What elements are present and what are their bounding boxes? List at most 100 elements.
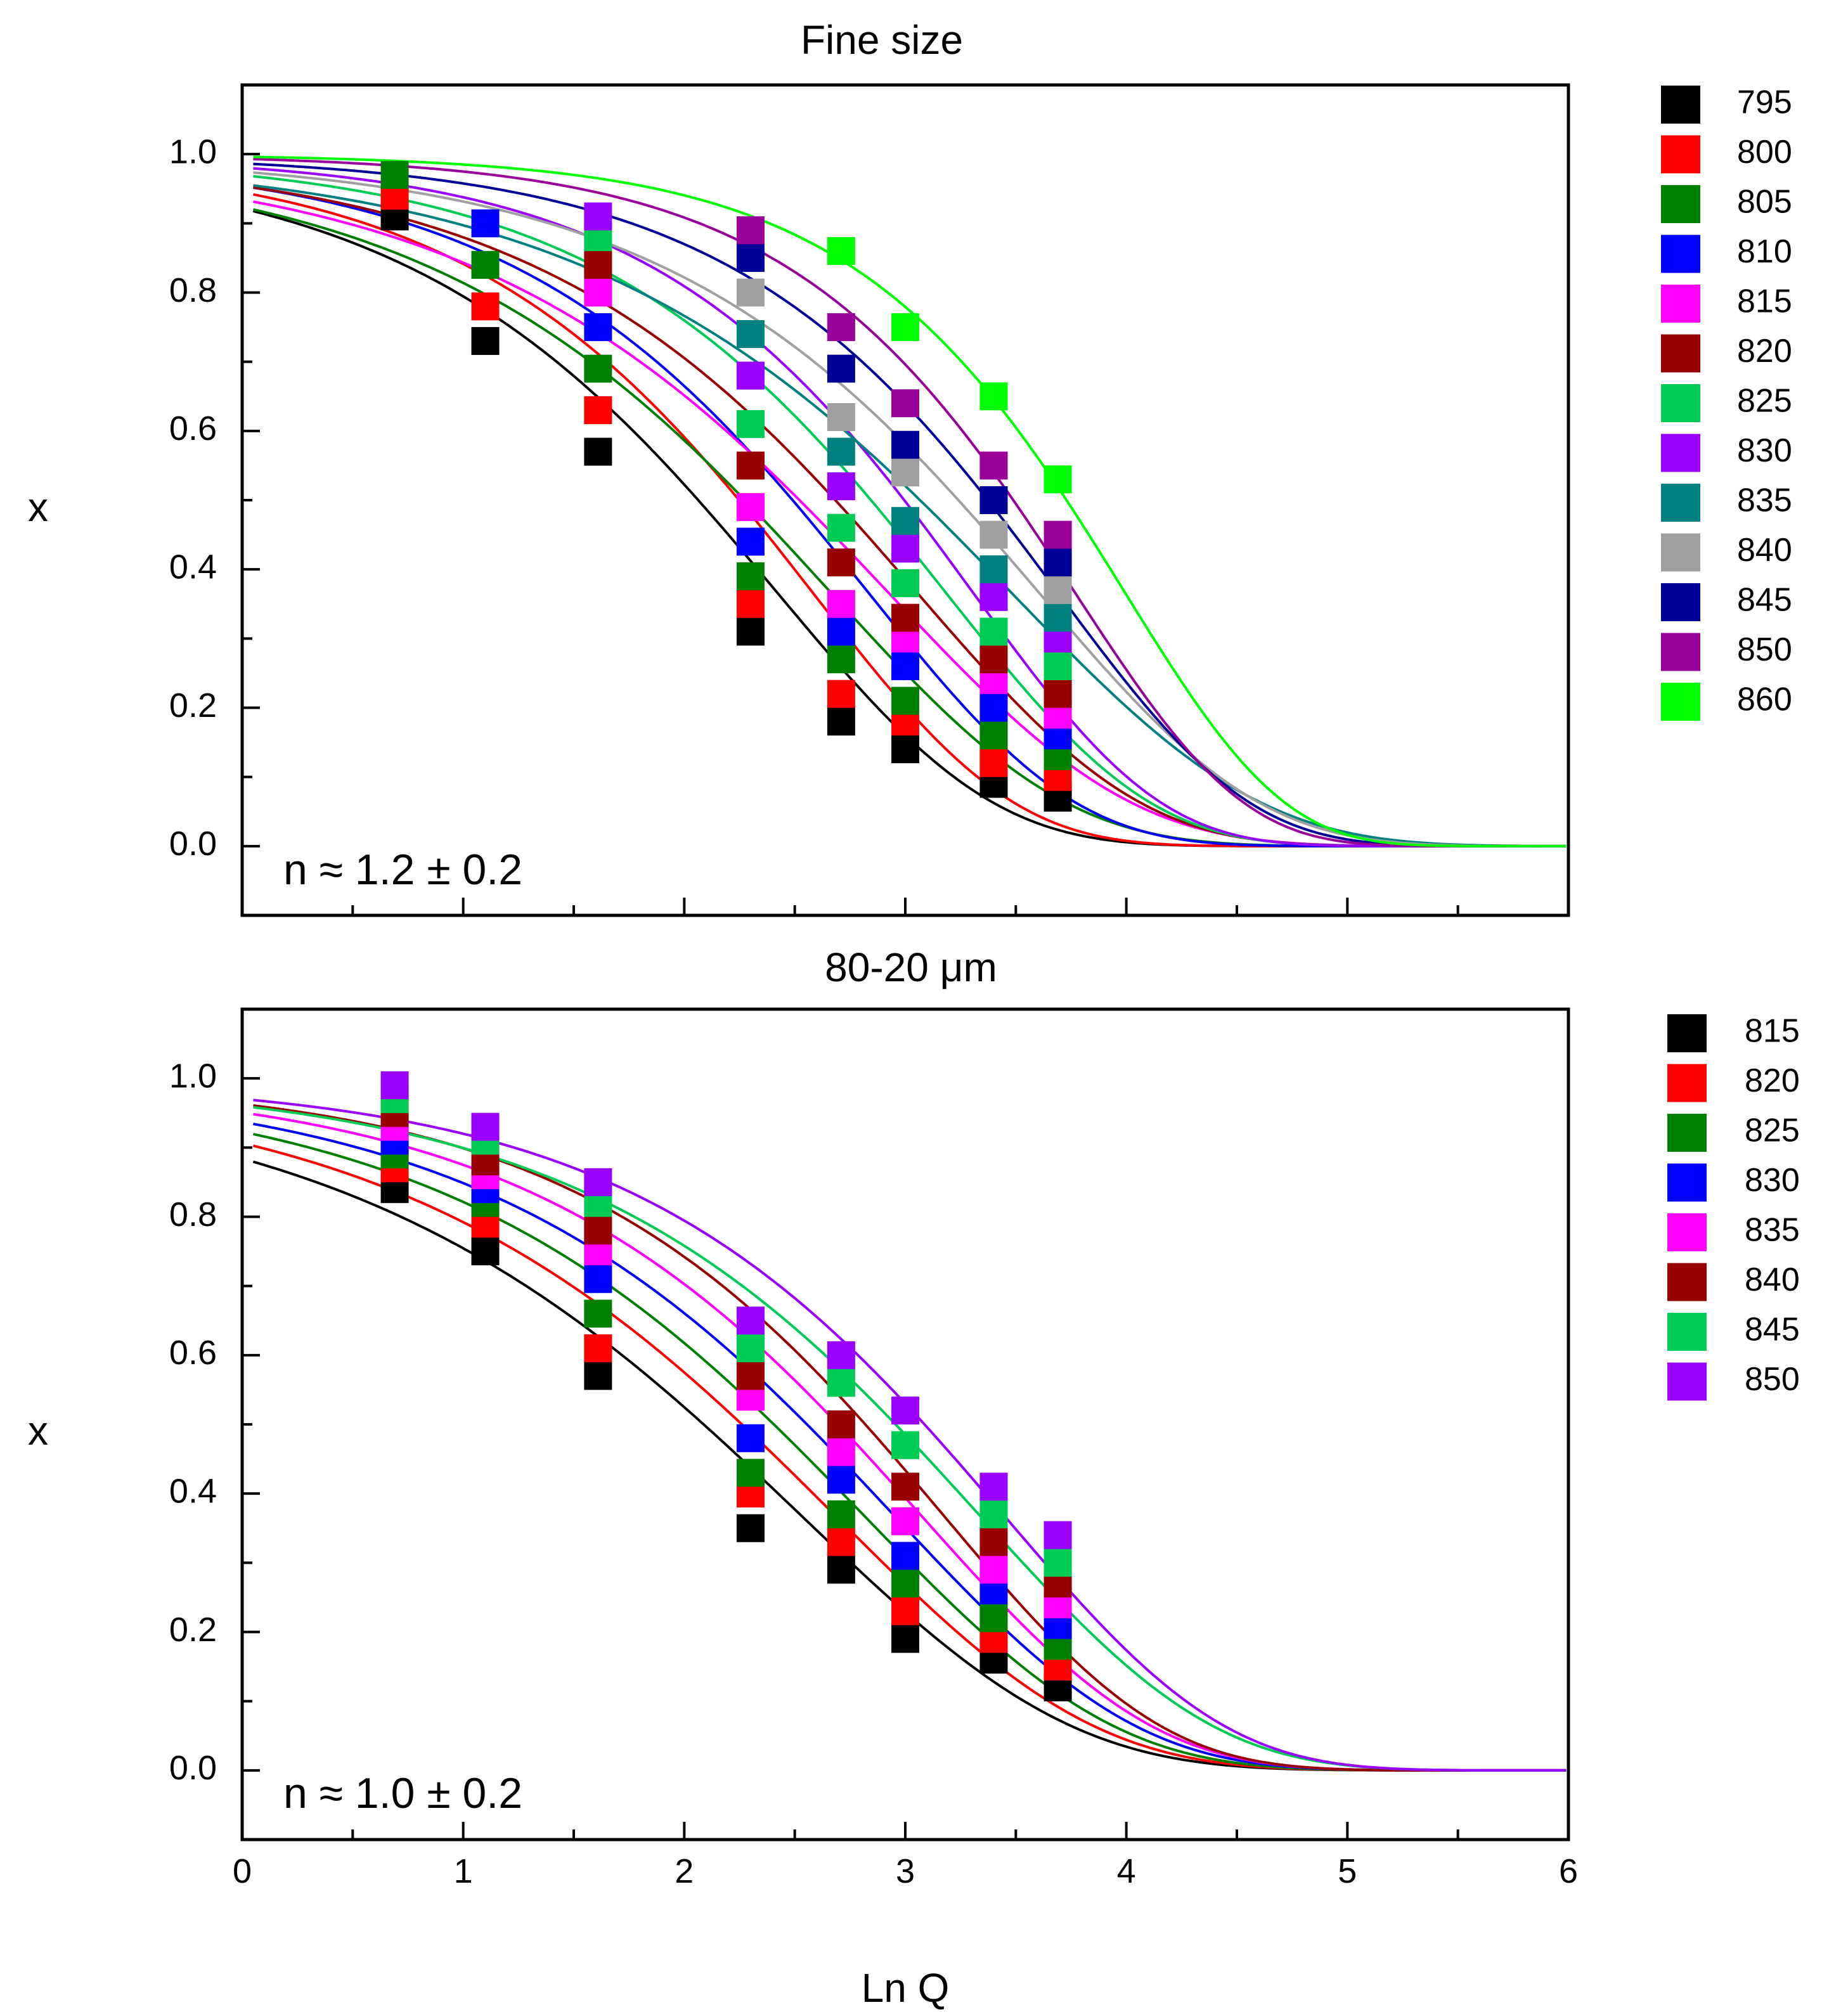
bottom-annotation: n ≈ 1.0 ± 0.2 [283, 1769, 522, 1817]
data-point-820 [827, 1528, 855, 1556]
data-point-850 [1044, 1521, 1072, 1549]
data-point-835 [736, 320, 765, 348]
data-point-825 [891, 569, 919, 597]
legend-swatch-805 [1661, 185, 1700, 223]
data-point-845 [979, 486, 1008, 514]
data-point-845 [736, 1334, 765, 1362]
top-data-points [380, 160, 1072, 812]
data-point-825 [979, 1604, 1008, 1632]
legend-label-835: 835 [1745, 1212, 1800, 1249]
top-y-tick-label: 0.0 [169, 825, 217, 863]
data-point-825 [827, 513, 855, 542]
legend-swatch-850 [1661, 633, 1700, 671]
data-point-845 [891, 430, 919, 459]
data-point-850 [736, 216, 765, 245]
legend-label-800: 800 [1737, 134, 1792, 171]
data-point-840 [827, 403, 855, 431]
legend-swatch-845 [1667, 1313, 1707, 1351]
legend-swatch-840 [1667, 1263, 1707, 1301]
top-y-tick-label: 0.2 [169, 687, 217, 725]
legend-swatch-825 [1667, 1114, 1707, 1152]
data-point-820 [891, 603, 919, 632]
legend-swatch-825 [1661, 384, 1700, 422]
data-point-820 [827, 548, 855, 577]
data-point-800 [584, 396, 612, 425]
top-y-tick-label: 0.6 [169, 409, 217, 448]
data-point-825 [827, 1500, 855, 1528]
legend-label-810: 810 [1737, 233, 1792, 270]
data-point-820 [584, 1334, 612, 1362]
data-point-810 [584, 313, 612, 342]
legend-swatch-845 [1661, 583, 1700, 621]
data-point-850 [891, 1396, 919, 1425]
legend-swatch-815 [1667, 1014, 1707, 1052]
data-point-825 [1044, 652, 1072, 680]
legend-swatch-830 [1667, 1163, 1707, 1202]
data-point-835 [827, 437, 855, 466]
data-point-810 [827, 617, 855, 646]
legend-label-820: 820 [1745, 1062, 1800, 1099]
legend-swatch-815 [1661, 285, 1700, 323]
data-point-810 [891, 652, 919, 680]
data-point-795 [827, 707, 855, 736]
data-point-840 [827, 1410, 855, 1438]
bottom-axis-ticks: 0.0 0.2 0.4 0.6 0.8 1.0 0 1 2 3 4 5 6 [169, 1008, 1578, 1890]
legend-swatch-820 [1667, 1064, 1707, 1102]
fit-curve-850 [253, 158, 1567, 848]
data-point-840 [979, 520, 1008, 549]
legend-swatch-800 [1661, 135, 1700, 174]
top-y-tick-label: 1.0 [169, 132, 217, 171]
bottom-y-tick-label: 0.8 [169, 1196, 217, 1234]
data-point-815 [736, 1514, 765, 1542]
data-point-845 [827, 354, 855, 383]
data-point-840 [891, 1473, 919, 1501]
data-point-805 [584, 354, 612, 383]
data-point-840 [1044, 576, 1072, 604]
data-point-815 [471, 1237, 500, 1266]
legend-label-815: 815 [1745, 1013, 1800, 1050]
legend-swatch-810 [1661, 235, 1700, 273]
bottom-y-tick-label: 0.2 [169, 1611, 217, 1649]
top-y-ticks: 0.0 0.2 0.4 0.6 0.8 1.0 [169, 84, 1570, 917]
data-point-825 [979, 617, 1008, 646]
top-y-tick-label: 0.4 [169, 548, 217, 586]
data-point-830 [827, 472, 855, 501]
data-point-800 [471, 292, 500, 321]
data-point-845 [1044, 1549, 1072, 1577]
legend-swatch-840 [1661, 533, 1700, 572]
data-point-830 [891, 1542, 919, 1570]
legend-swatch-835 [1667, 1213, 1707, 1251]
bottom-x-tick-label: 4 [1117, 1852, 1136, 1890]
data-point-830 [827, 1466, 855, 1494]
data-point-795 [471, 326, 500, 355]
data-point-820 [891, 1597, 919, 1625]
legend-label-840: 840 [1745, 1261, 1800, 1298]
data-point-840 [891, 458, 919, 487]
bottom-legend: 815 820 825 830 835 840 845 850 [1667, 1013, 1800, 1401]
data-point-815 [891, 1625, 919, 1653]
fit-curve-860 [253, 155, 1567, 848]
data-point-850 [827, 313, 855, 342]
data-point-845 [891, 1431, 919, 1459]
legend-label-825: 825 [1745, 1112, 1800, 1149]
bottom-x-tick-label: 5 [1338, 1852, 1357, 1890]
data-point-820 [979, 645, 1008, 674]
top-y-tick-label: 0.8 [169, 271, 217, 309]
data-point-830 [979, 583, 1008, 611]
top-plot-area: 0.0 0.2 0.4 0.6 0.8 1.0 n ≈ 1.2 ± 0.2 [169, 83, 1570, 917]
bottom-y-tick-label: 0.6 [169, 1334, 217, 1372]
bottom-chart-title: 80-20 μm [825, 945, 997, 990]
data-point-815 [584, 278, 612, 307]
data-point-845 [979, 1500, 1008, 1528]
legend-label-845: 845 [1745, 1312, 1800, 1348]
data-point-850 [979, 451, 1008, 480]
data-point-815 [736, 493, 765, 521]
legend-label-860: 860 [1737, 681, 1792, 718]
bottom-data-points [380, 1071, 1072, 1701]
legend-label-795: 795 [1737, 84, 1792, 121]
data-point-800 [736, 590, 765, 618]
data-point-805 [380, 160, 409, 189]
bottom-x-tick-label: 3 [896, 1852, 915, 1890]
legend-swatch-835 [1661, 484, 1700, 522]
top-y-axis-label: x [28, 484, 48, 530]
